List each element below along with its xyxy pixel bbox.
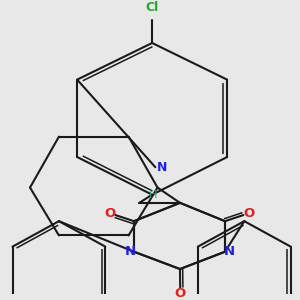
Text: N: N — [124, 245, 136, 258]
Text: Cl: Cl — [146, 1, 159, 14]
Text: N: N — [157, 161, 167, 174]
Text: O: O — [104, 207, 116, 220]
Text: O: O — [175, 287, 186, 300]
Text: O: O — [243, 207, 255, 220]
Text: N: N — [223, 245, 235, 258]
Text: H: H — [149, 190, 157, 200]
